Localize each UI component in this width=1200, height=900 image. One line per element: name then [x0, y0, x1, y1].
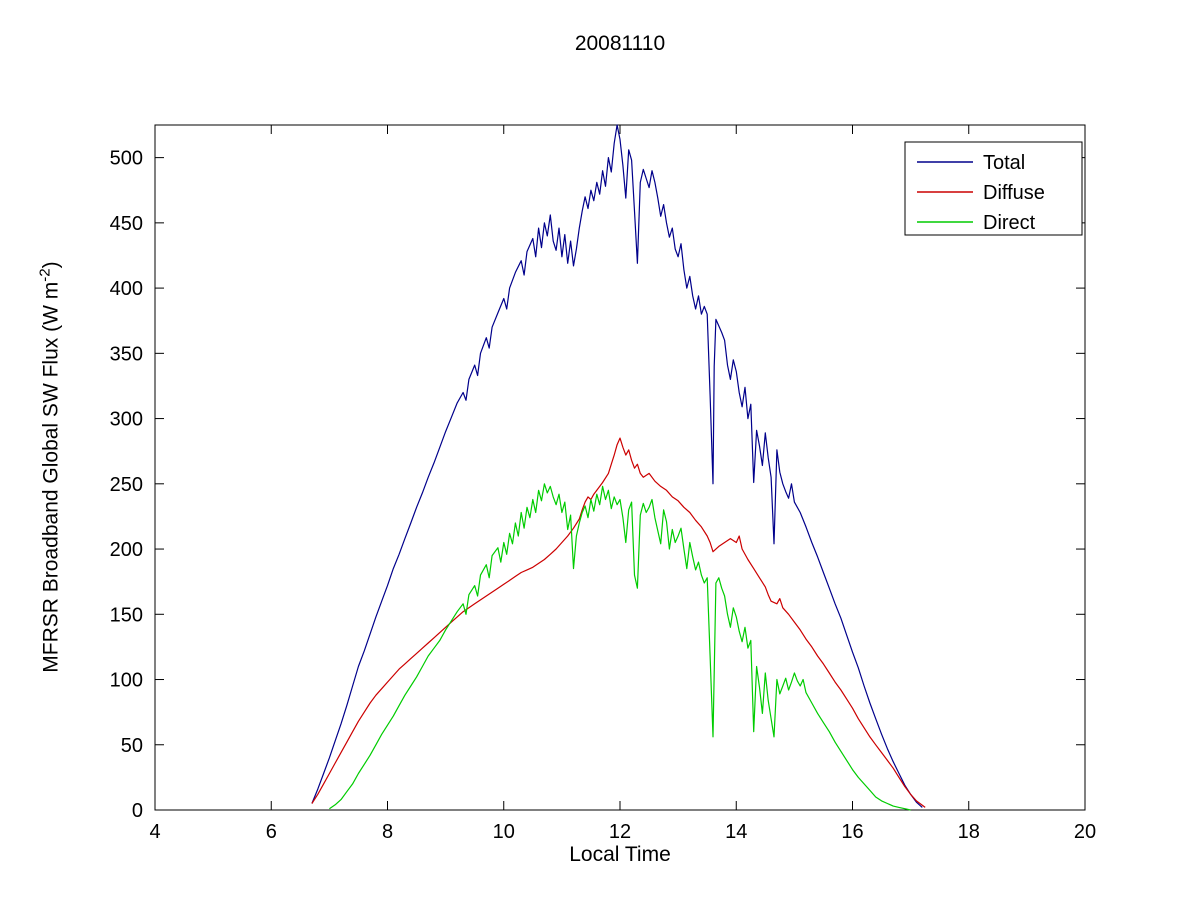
x-tick-label: 18: [958, 821, 980, 843]
legend-box: [904, 141, 1083, 236]
x-tick-label: 6: [266, 821, 277, 843]
y-tick-label: 150: [110, 604, 143, 626]
series-total-line: [311, 124, 923, 808]
y-tick-label: 200: [110, 539, 143, 561]
y-tick-label: 450: [110, 213, 143, 235]
x-tick-label: 16: [841, 821, 863, 843]
y-axis-label: MFRSR Broadband Global SW Flux (W m-2): [37, 261, 64, 672]
chart-title: 20081110: [574, 32, 666, 55]
series-direct-line: [329, 483, 911, 811]
x-tick-label: 10: [493, 821, 515, 843]
y-tick-label: 0: [132, 800, 143, 822]
legend-label-direct: Direct: [983, 212, 1036, 234]
y-tick-label: 100: [110, 670, 143, 692]
y-axis-label-superscript: -2: [36, 268, 54, 282]
legend-label-total: Total: [983, 152, 1025, 174]
x-tick-label: 4: [149, 821, 160, 843]
y-tick-label: 350: [110, 343, 143, 365]
y-axis-label-close-paren: ): [39, 261, 63, 269]
x-tick-label: 14: [725, 821, 747, 843]
axes-box: [154, 124, 1086, 811]
y-axis-label-text: MFRSR Broadband Global SW Flux (W m: [39, 281, 63, 673]
x-tick-label: 20: [1074, 821, 1096, 843]
legend-label-diffuse: Diffuse: [983, 182, 1045, 204]
y-tick-label: 300: [110, 409, 143, 431]
series-diffuse-line: [311, 437, 926, 808]
x-tick-label: 12: [609, 821, 631, 843]
x-tick-label: 8: [382, 821, 393, 843]
x-axis-label: Local Time: [569, 843, 671, 866]
y-tick-label: 500: [110, 148, 143, 170]
y-tick-label: 400: [110, 278, 143, 300]
y-tick-label: 50: [121, 735, 143, 757]
y-tick-label: 250: [110, 474, 143, 496]
